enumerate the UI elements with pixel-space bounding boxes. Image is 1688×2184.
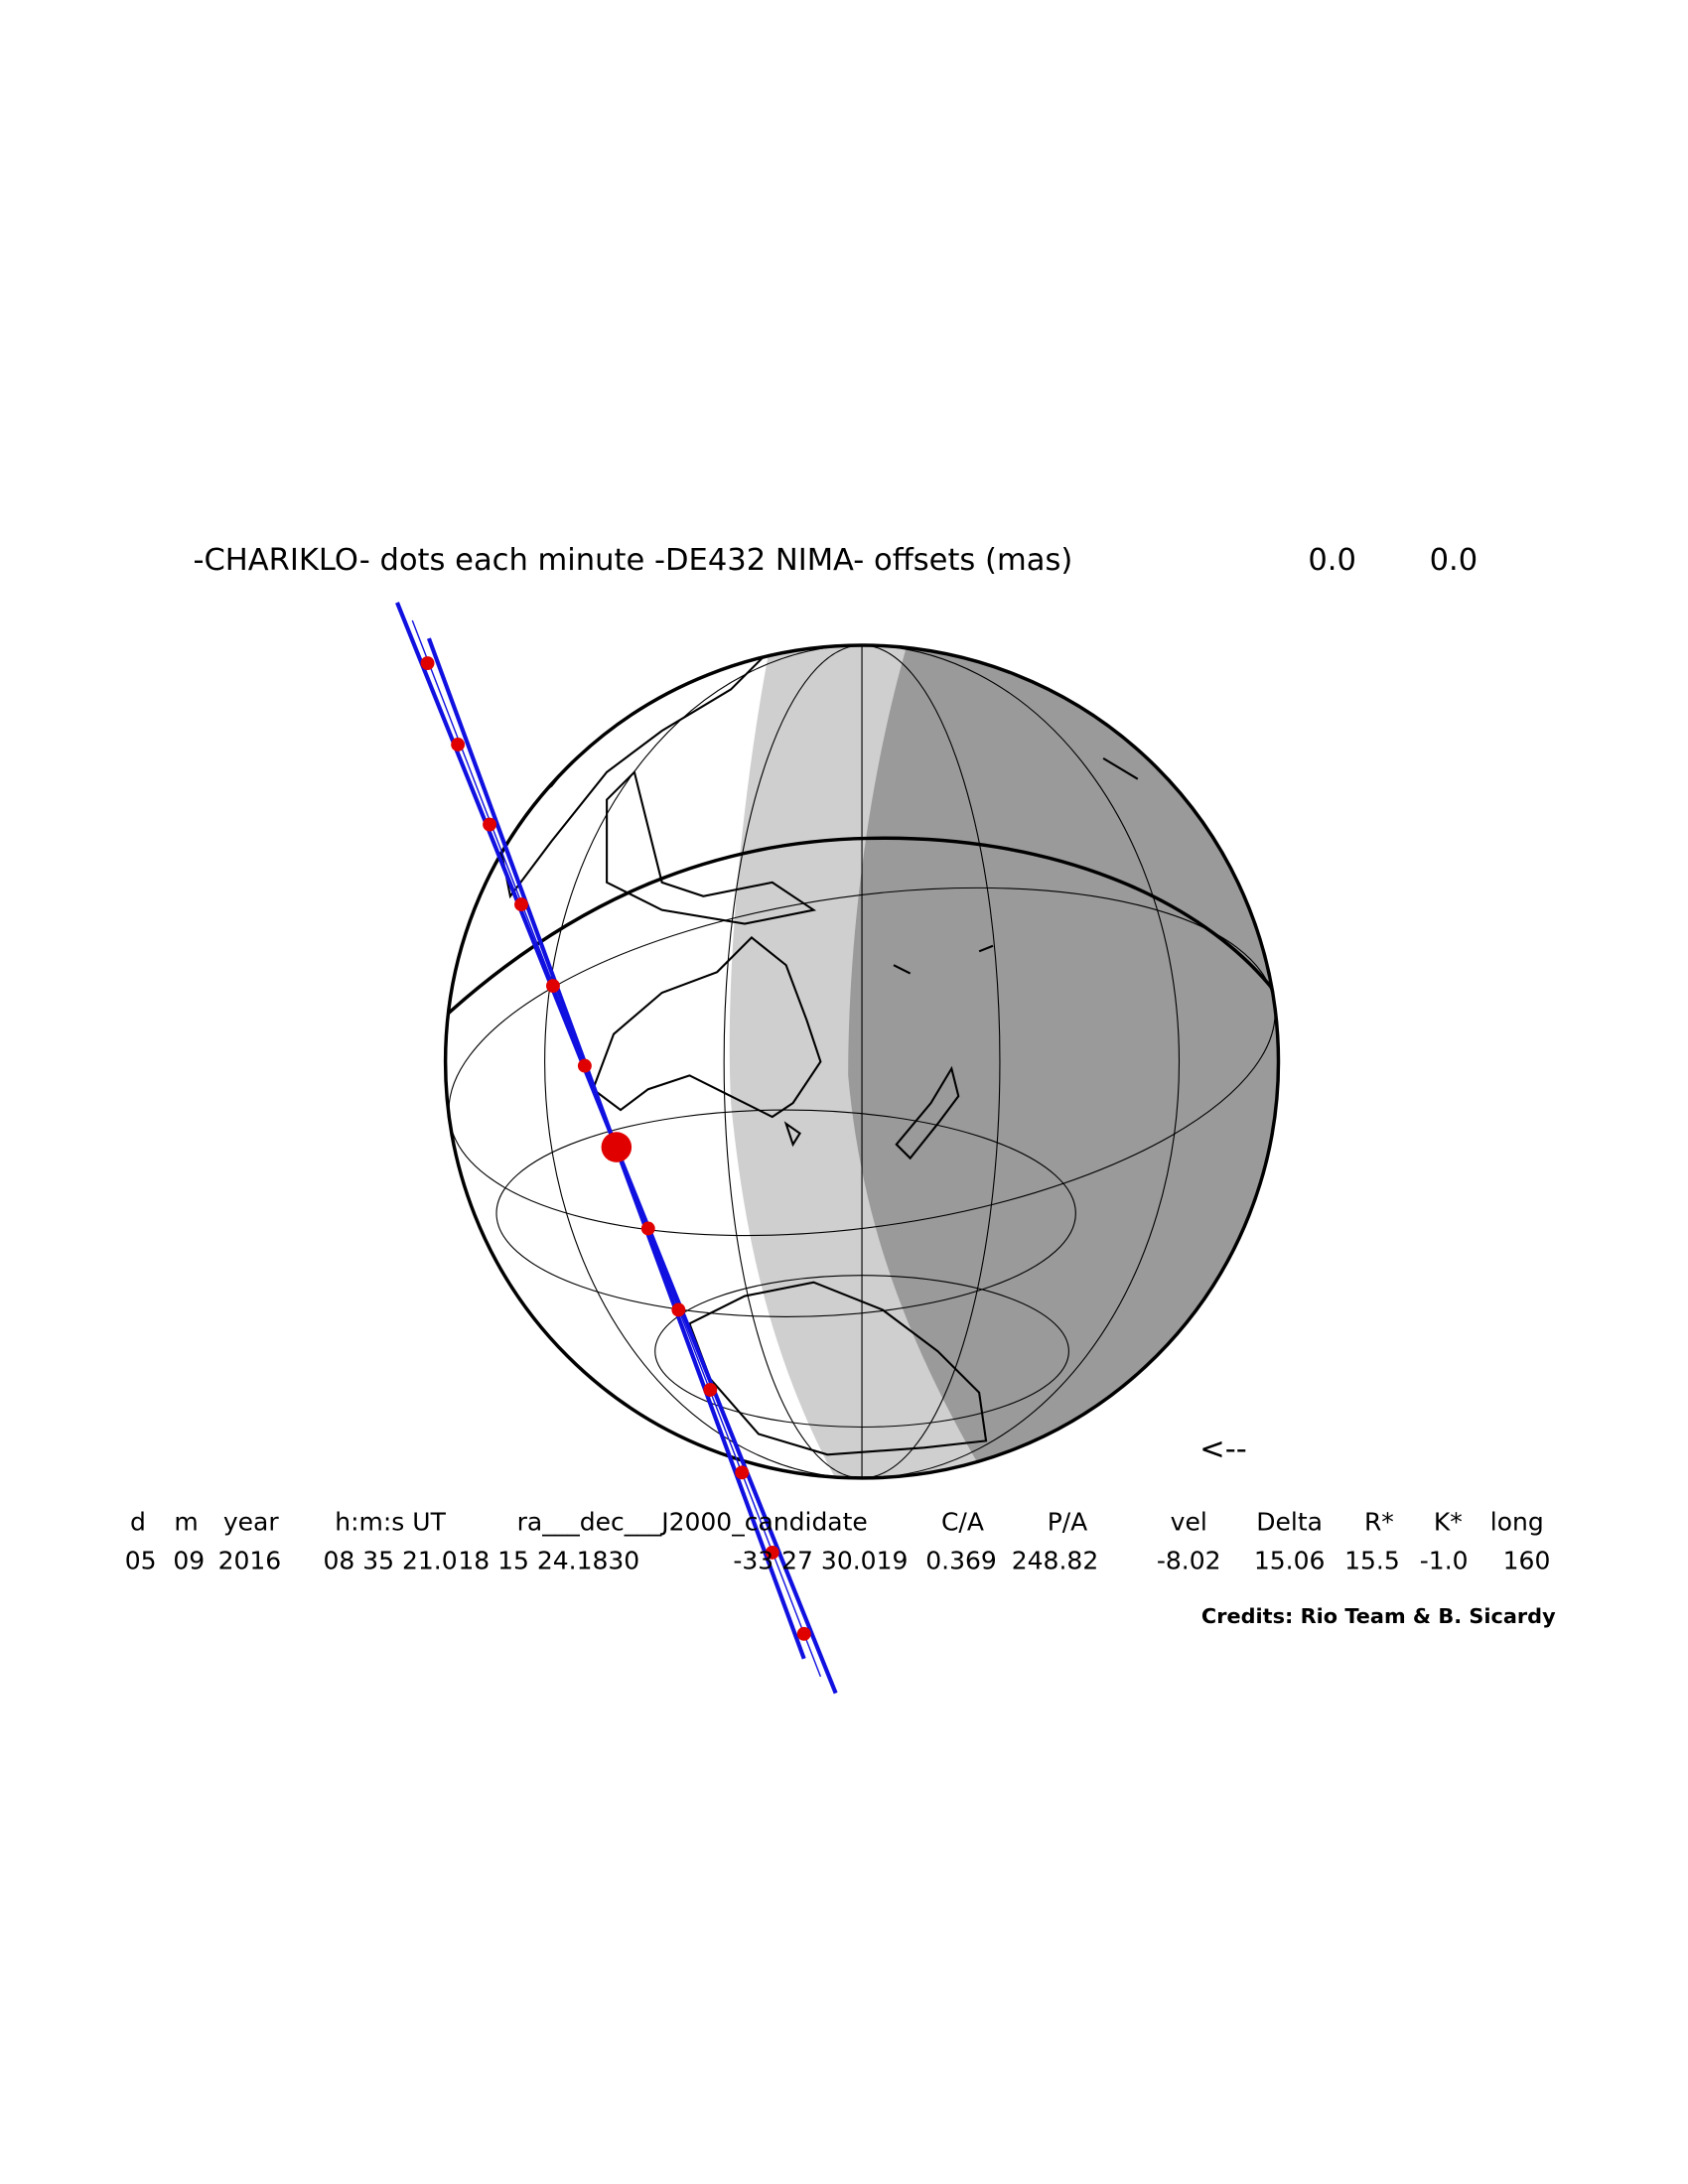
- column-header: R*: [1364, 1508, 1394, 1537]
- cell: 08 35 21.0: [323, 1547, 457, 1575]
- cell: 15.5: [1344, 1547, 1400, 1575]
- cell: -1.0: [1420, 1547, 1469, 1575]
- column-header: C/A: [941, 1508, 984, 1537]
- cell: 15.06: [1254, 1547, 1326, 1575]
- globe: [443, 643, 1281, 1480]
- title: -CHARIKLO- dots each minute -DE432 NIMA-…: [193, 543, 1072, 578]
- cell: -33 27 30.019: [733, 1547, 908, 1575]
- credits: Credits: Rio Team & B. Sicardy: [1201, 1604, 1556, 1628]
- cell: 160: [1503, 1547, 1551, 1575]
- cell: 0.369: [925, 1547, 997, 1575]
- cell: 18 15 24.1830: [458, 1547, 639, 1575]
- column-header: h:m:s UT: [335, 1508, 446, 1537]
- column-header: d: [130, 1508, 146, 1537]
- column-header: K*: [1434, 1508, 1463, 1537]
- column-header: Delta: [1256, 1508, 1323, 1537]
- shadow-path: [395, 602, 838, 1695]
- column-header: m: [174, 1508, 198, 1537]
- cell: -8.02: [1157, 1547, 1221, 1575]
- column-header: vel: [1171, 1508, 1207, 1537]
- column-header: year: [223, 1508, 279, 1537]
- cell: 248.82: [1012, 1547, 1098, 1575]
- data-table: d m year h:m:s UT ra___dec___J2000_candidate…: [125, 1508, 1551, 1575]
- column-header: long: [1490, 1508, 1544, 1537]
- cell: 09: [173, 1547, 205, 1575]
- offset: 0.0: [1308, 543, 1356, 578]
- column-header: ra___dec___J2000_candidate: [517, 1508, 868, 1537]
- cell: 05: [125, 1547, 157, 1575]
- cell: 2016: [218, 1547, 282, 1575]
- direction-arrow: <--: [1199, 1433, 1247, 1467]
- offset: 0.0: [1430, 543, 1478, 578]
- column-header: P/A: [1048, 1508, 1088, 1537]
